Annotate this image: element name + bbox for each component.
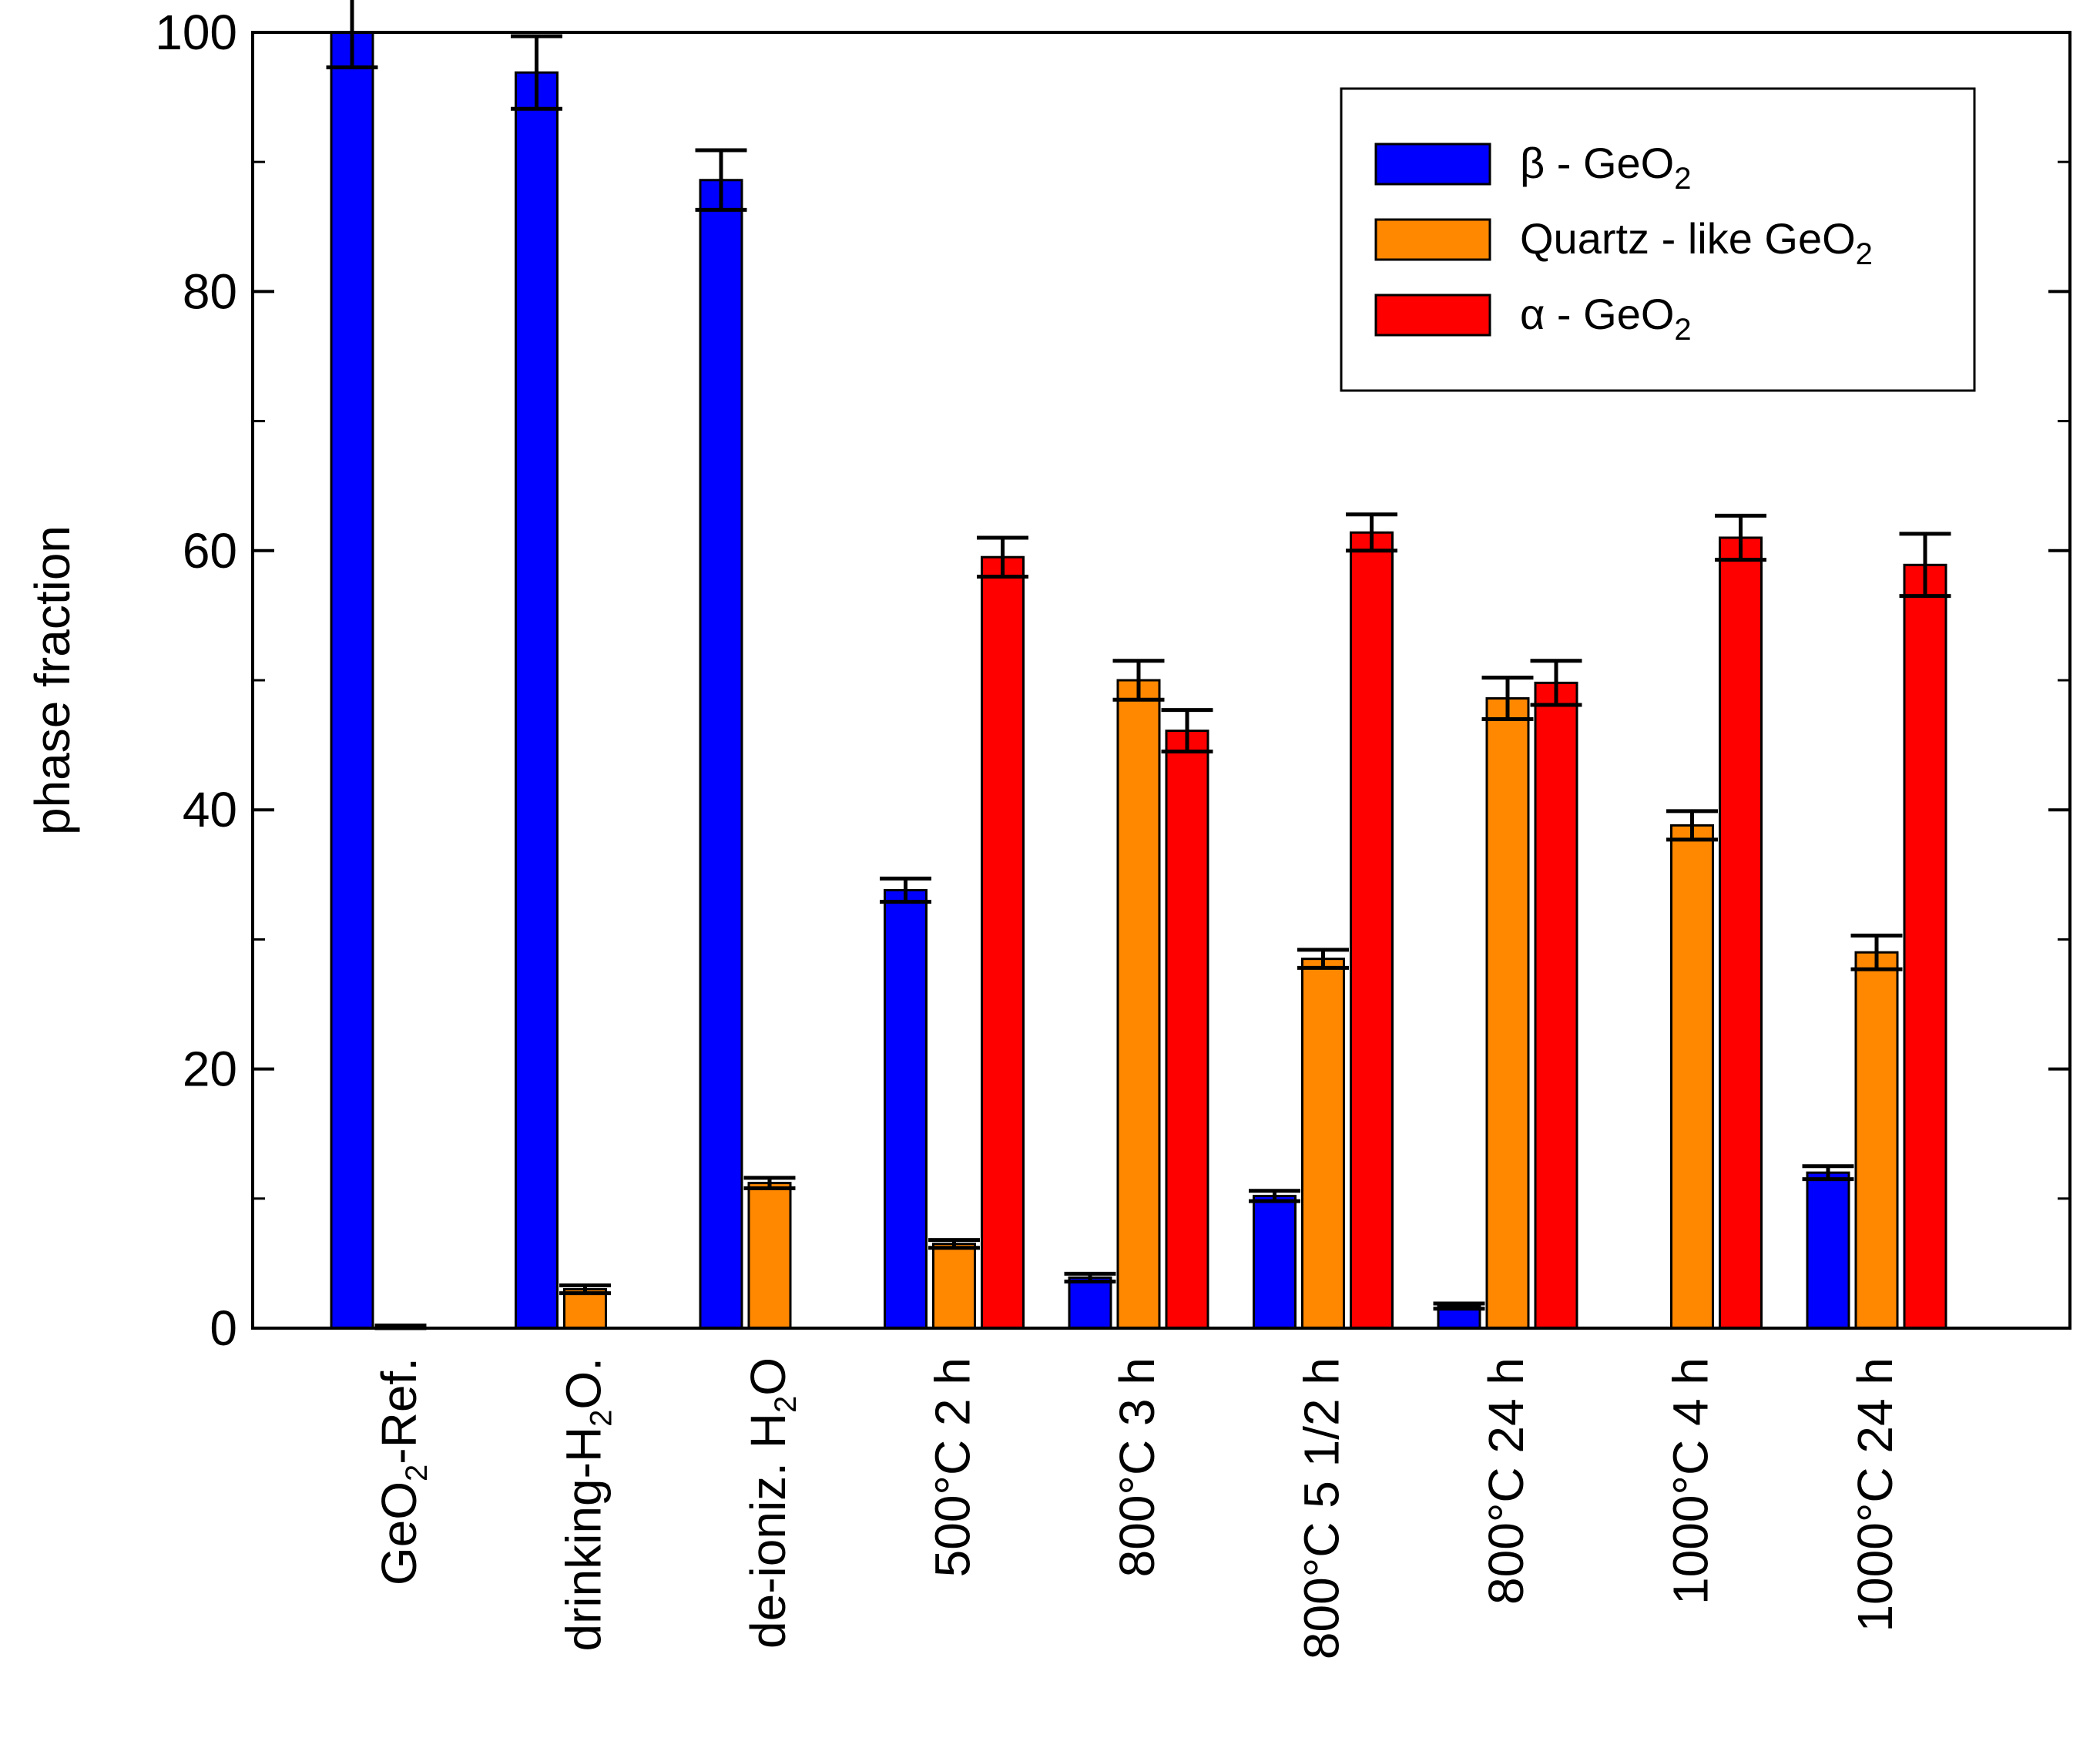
x-category-label: drinking-H2O.: [556, 1357, 619, 1651]
legend-entry-label: Quartz - like GeO2: [1520, 214, 1873, 271]
bar: [1485, 697, 1530, 1330]
legend-swatch: [1374, 143, 1491, 186]
bar: [1253, 1194, 1297, 1330]
bar: [1301, 958, 1345, 1330]
bar: [884, 888, 928, 1330]
y-tick-label: 60: [183, 523, 237, 579]
plot-layer: 0 20 40 60 80 100 phase fraction GeO2-Ref. drink…: [25, 0, 2071, 1659]
legend: β - GeO2 Quartz - like GeO2 α - GeO2: [1340, 87, 1976, 392]
x-category-label: 800°C 3 h: [1109, 1357, 1165, 1577]
legend-swatch: [1374, 294, 1491, 337]
x-category-label: 1000°C 4 h: [1663, 1357, 1719, 1605]
bar: [563, 1288, 607, 1330]
bar: [1350, 531, 1394, 1330]
legend-swatch: [1374, 218, 1491, 261]
bar: [1068, 1276, 1112, 1330]
bar: [699, 179, 743, 1330]
legend-entry-label: α - GeO2: [1520, 290, 1692, 347]
bar: [1903, 563, 1947, 1330]
bar: [1165, 730, 1209, 1330]
y-tick-label: 100: [155, 5, 237, 60]
x-category-label: de-ioniz. H2O: [740, 1357, 803, 1649]
x-category-label: 800°C 5 1/2 h: [1294, 1357, 1350, 1659]
y-tick-label: 40: [183, 782, 237, 837]
bar: [1854, 951, 1899, 1330]
x-category-label: 1000°C 24 h: [1847, 1357, 1903, 1632]
y-tick-label: 0: [210, 1300, 237, 1356]
plot-frame: [251, 31, 2071, 1330]
y-tick-label: 80: [183, 263, 237, 319]
bar: [515, 71, 559, 1330]
bar: [1670, 824, 1714, 1330]
bar: [1719, 536, 1763, 1330]
x-category-label: GeO2-Ref.: [371, 1357, 434, 1585]
bar: [932, 1243, 976, 1330]
y-axis-title: phase fraction: [25, 525, 80, 835]
bar: [1806, 1171, 1850, 1330]
bar: [330, 31, 374, 1330]
bar: [1116, 679, 1161, 1330]
y-tick-label: 20: [183, 1042, 237, 1097]
bar: [747, 1182, 792, 1330]
bar: [981, 555, 1025, 1330]
x-category-label: 800°C 24 h: [1478, 1357, 1534, 1605]
x-category-label: 500°C 2 h: [925, 1357, 981, 1577]
legend-entry-label: β - GeO2: [1520, 139, 1692, 196]
bar: [1534, 681, 1578, 1330]
